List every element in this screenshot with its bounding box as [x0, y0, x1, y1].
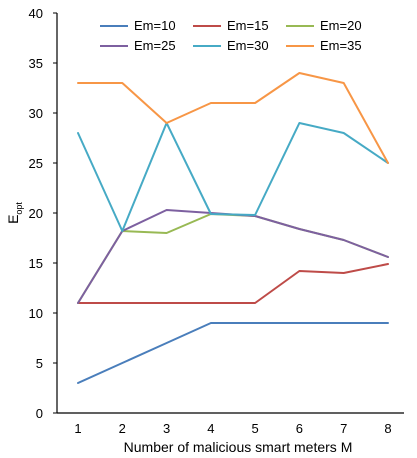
series-line-em-15: [77, 263, 389, 304]
legend-item: Em=25: [100, 38, 176, 53]
y-tick-label: 40: [29, 6, 43, 21]
x-tick-label: 8: [384, 421, 391, 436]
y-tick-label: 25: [29, 156, 43, 171]
x-tick-label: 7: [340, 421, 347, 436]
axes: 0 5 10 15 20 25 30 35 40 1 2 3 4 5 6 7 8: [29, 6, 404, 436]
y-axis-title-main: E: [5, 215, 21, 224]
legend-label: Em=15: [227, 18, 269, 33]
x-tick-label: 6: [296, 421, 303, 436]
legend-item: Em=10: [100, 18, 176, 33]
legend-label: Em=10: [134, 18, 176, 33]
legend: Em=10 Em=15 Em=20 Em=25 Em=30 Em=35: [100, 18, 362, 53]
series-layer: [77, 72, 389, 384]
x-tick-label: 2: [119, 421, 126, 436]
x-tick-label: 3: [163, 421, 170, 436]
series-line-em-10: [77, 322, 389, 384]
legend-label: Em=30: [227, 38, 269, 53]
series-line-em-35: [77, 72, 389, 164]
legend-label: Em=20: [320, 18, 362, 33]
y-tick-label: 15: [29, 256, 43, 271]
y-tick-label: 30: [29, 106, 43, 121]
x-tick-label: 4: [207, 421, 214, 436]
legend-item: Em=20: [286, 18, 362, 33]
y-tick-label: 10: [29, 306, 43, 321]
x-axis-title: Number of malicious smart meters M: [124, 439, 353, 455]
y-tick-label: 35: [29, 56, 43, 71]
x-tick-label: 5: [252, 421, 259, 436]
legend-label: Em=25: [134, 38, 176, 53]
legend-label: Em=35: [320, 38, 362, 53]
legend-item: Em=30: [193, 38, 269, 53]
series-line-em-30: [77, 122, 389, 232]
y-axis-title: Eopt: [5, 202, 24, 224]
x-tick-label: 1: [74, 421, 81, 436]
legend-item: Em=35: [286, 38, 362, 53]
y-tick-label: 20: [29, 206, 43, 221]
y-tick-label: 5: [36, 356, 43, 371]
y-tick-label: 0: [36, 406, 43, 421]
legend-item: Em=15: [193, 18, 269, 33]
y-axis-title-sub: opt: [14, 202, 24, 215]
